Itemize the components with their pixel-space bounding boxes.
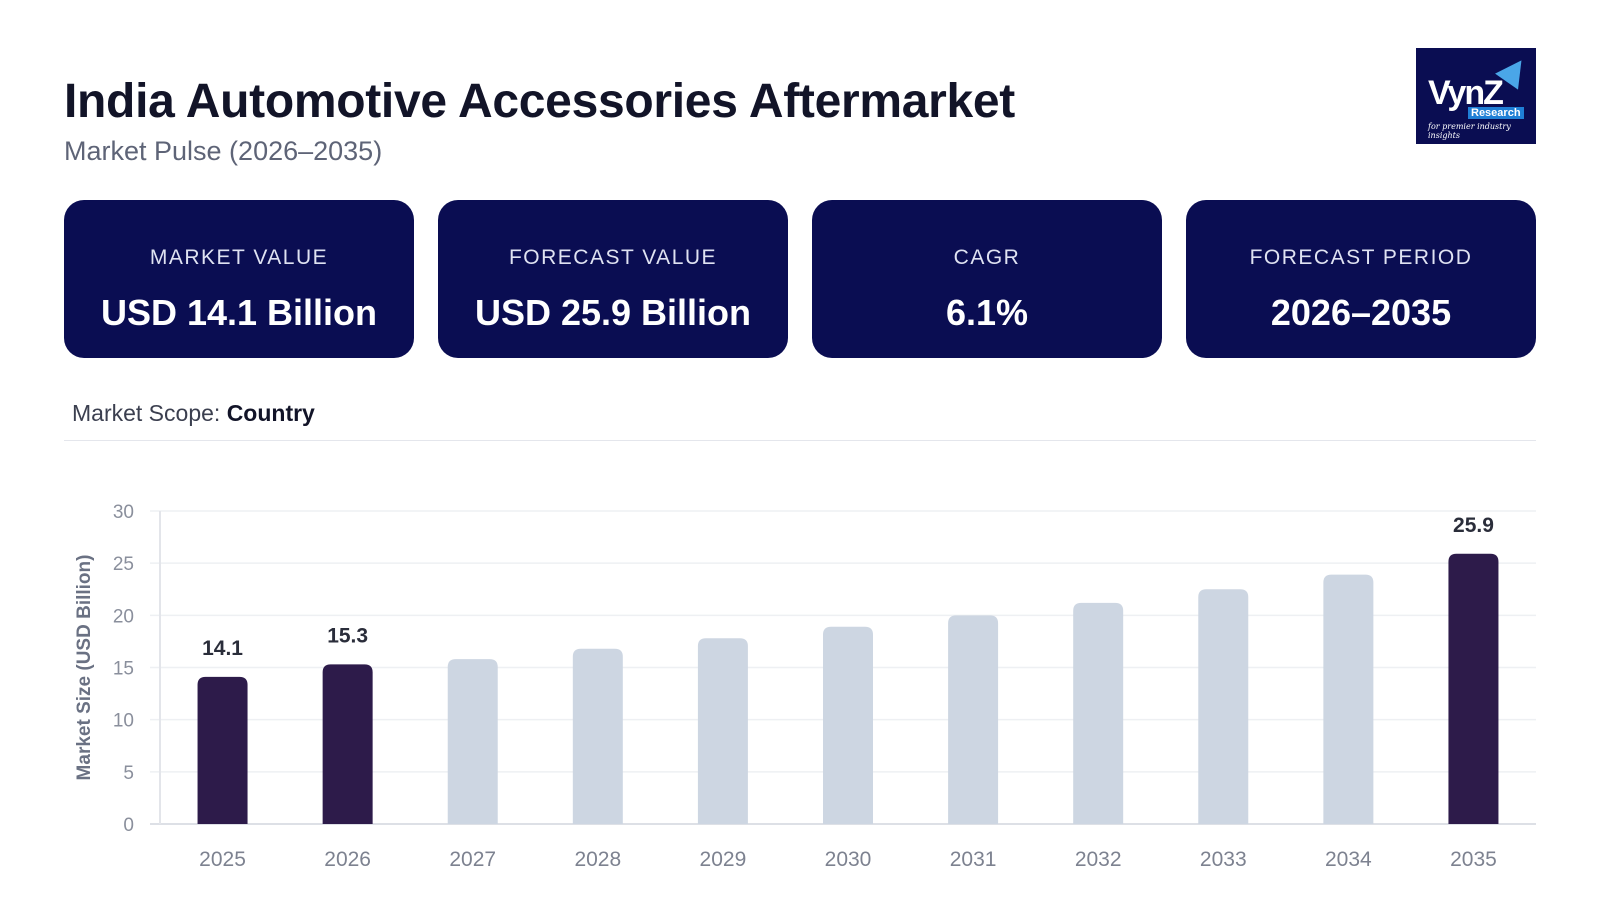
card-cagr: CAGR 6.1%: [812, 200, 1162, 358]
y-tick-label: 20: [113, 606, 134, 627]
logo-tagline: for premier industry insights: [1428, 122, 1511, 140]
bar-2027: [447, 659, 498, 824]
card-value: 2026–2035: [1270, 292, 1452, 333]
data-label: 15.3: [327, 624, 368, 647]
bar-2034: [1323, 574, 1374, 824]
market-scope: Market Scope: Country: [72, 400, 315, 427]
card-label: MARKET VALUE: [149, 246, 329, 269]
card-forecast-period: FORECAST PERIOD 2026–2035: [1186, 200, 1536, 358]
bar-2025: [197, 676, 248, 824]
x-tick-label: 2028: [574, 848, 621, 871]
x-tick-label: 2033: [1200, 848, 1247, 871]
bar-2032: [1073, 602, 1124, 824]
card-forecast-value: FORECAST VALUE USD 25.9 Billion: [438, 200, 788, 358]
card-value: 6.1%: [945, 292, 1029, 333]
bar-2028: [572, 648, 623, 824]
bar-2033: [1198, 589, 1249, 824]
x-tick-label: 2029: [700, 848, 747, 871]
y-tick-label: 5: [123, 763, 134, 784]
page-subtitle: Market Pulse (2026–2035): [64, 136, 383, 166]
logo-sub: Research: [1468, 107, 1524, 119]
y-tick-label: 25: [113, 554, 134, 575]
bar-2026: [322, 664, 373, 824]
x-tick-label: 2031: [950, 848, 997, 871]
x-tick-label: 2030: [825, 848, 872, 871]
scope-label: Market Scope:: [72, 400, 221, 426]
data-label: 25.9: [1453, 514, 1494, 537]
card-market-value: MARKET VALUE USD 14.1 Billion: [64, 200, 414, 358]
vynz-logo: VynZ Research for premier industry insig…: [1416, 48, 1536, 144]
scope-value: Country: [226, 400, 315, 426]
x-tick-label: 2027: [449, 848, 496, 871]
card-label: FORECAST PERIOD: [1249, 246, 1473, 269]
card-value: USD 25.9 Billion: [474, 292, 752, 333]
y-tick-label: 15: [113, 659, 134, 680]
y-tick-label: 30: [113, 502, 134, 523]
x-tick-label: 2032: [1075, 848, 1122, 871]
bar-2029: [697, 638, 748, 824]
kpi-cards: MARKET VALUE USD 14.1 Billion FORECAST VA…: [64, 200, 1536, 358]
logo-text: VynZ: [1428, 74, 1504, 112]
x-tick-label: 2035: [1450, 848, 1497, 871]
y-tick-label: 0: [123, 815, 134, 836]
bar-2031: [948, 615, 999, 824]
bar-2035: [1448, 553, 1499, 824]
x-tick-label: 2026: [324, 848, 371, 871]
card-label: FORECAST VALUE: [508, 246, 718, 269]
x-tick-label: 2034: [1325, 848, 1372, 871]
bar-2030: [823, 626, 873, 824]
x-tick-label: 2025: [199, 848, 246, 871]
card-value: USD 14.1 Billion: [100, 292, 378, 333]
page-title: India Automotive Accessories Aftermarket: [64, 75, 1015, 128]
data-label: 14.1: [202, 637, 243, 660]
card-label: CAGR: [953, 246, 1021, 269]
y-tick-label: 10: [113, 711, 134, 732]
y-axis-label: Market Size (USD Billion): [74, 555, 95, 781]
divider: [64, 440, 1536, 441]
